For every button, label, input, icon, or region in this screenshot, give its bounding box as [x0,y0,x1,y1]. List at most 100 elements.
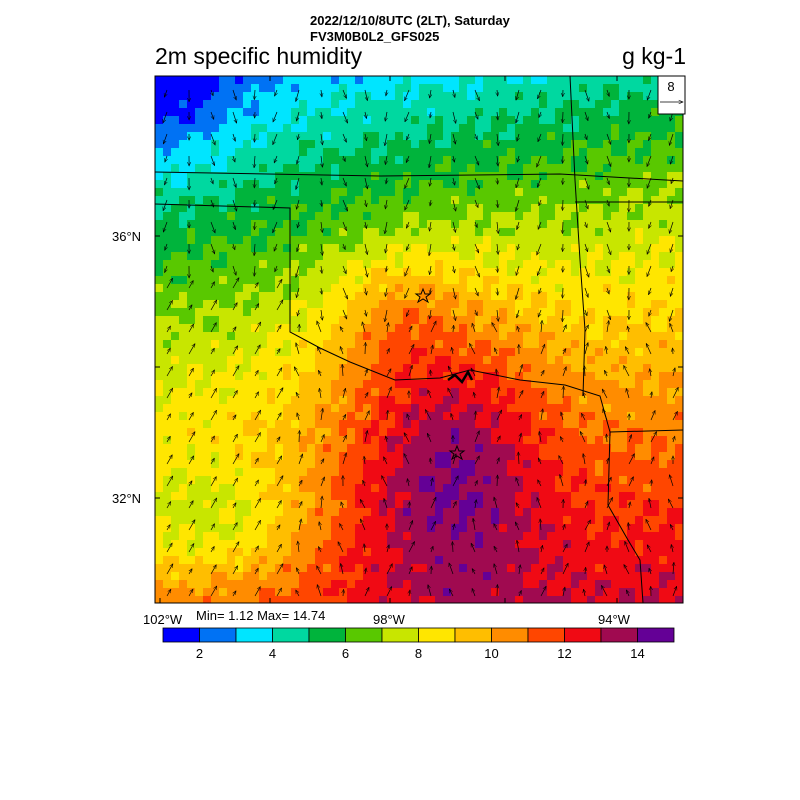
wind-vector [562,133,563,145]
wind-vector [406,309,409,317]
wind-vector [560,475,564,487]
wind-vector [474,199,478,208]
wind-vector [166,367,173,377]
wind-vector [210,565,216,575]
wind-vector [276,413,281,421]
wind-vector [606,497,613,509]
wind-vector [651,392,652,399]
wind-vector [188,281,193,289]
header-model-line: FV3M0B0L2_GFS025 [310,29,440,44]
wind-vector [365,133,367,141]
wind-vector [364,544,365,553]
wind-vector [274,155,277,163]
wind-vector [166,436,170,443]
wind-vector [210,477,216,487]
wind-vector [628,523,629,531]
wind-vector [452,476,459,487]
wind-vector [188,344,195,355]
wind-vector [584,520,591,531]
wind-vector [210,546,214,553]
wind-vector [381,476,388,487]
wind-vector [233,327,236,333]
wind-vector [318,370,321,377]
wind-vector [430,89,431,98]
wind-vector [497,111,498,120]
wind-vector [297,413,299,421]
min-max-stats: Min= 1.12 Max= 14.74 [196,608,326,623]
wind-vector [276,500,281,509]
wind-vector [277,525,280,531]
wind-vector [275,265,277,272]
wind-vector [497,458,499,465]
wind-vector [337,542,344,553]
wind-vector [562,221,563,234]
wind-vector [583,454,585,465]
wind-vector [321,287,322,294]
wind-vector [293,367,300,377]
wind-vector [494,348,497,355]
wind-vector [254,133,255,142]
wind-vector [604,370,607,377]
wind-vector [163,199,168,211]
wind-vector [585,133,587,140]
wind-vector [601,389,608,399]
wind-vector [385,155,387,165]
wind-vector [469,343,476,355]
wind-vector [452,133,456,144]
wind-vector [497,475,498,487]
wind-vector [563,587,565,597]
wind-vector [672,387,679,399]
wind-vector [232,278,239,289]
wind-vector [537,498,542,509]
wind-vector [518,452,519,465]
wind-vector [409,502,410,509]
wind-vector [408,344,415,355]
wind-vector [497,387,499,399]
wind-vector [364,155,368,167]
wind-vector [254,243,255,256]
wind-vector [166,589,171,597]
wind-vector [473,518,475,531]
wind-vector [497,133,498,146]
wind-vector [406,243,409,250]
wind-vector [210,586,217,597]
wind-vector [405,177,410,189]
wind-vector [452,454,456,465]
wind-vector [496,436,501,443]
wind-vector [321,133,323,145]
wind-vector [342,287,348,299]
wind-vector [232,542,239,553]
wind-vector [670,199,674,209]
wind-vector [364,89,367,101]
wind-vector [604,565,608,575]
wind-vector [277,437,280,443]
wind-vector [539,199,541,206]
wind-vector [321,459,325,465]
wind-vector [491,323,498,333]
wind-vector [431,546,433,553]
lon-label-102: 102°W [143,612,183,627]
wind-vector [211,177,213,184]
wind-vector [276,300,283,311]
wind-vector [406,155,409,163]
wind-vector [516,287,520,299]
wind-vector [166,564,173,575]
wind-vector [649,568,651,575]
wind-vector [211,89,213,96]
wind-vector [603,409,608,421]
wind-vector [297,155,299,164]
wind-vector [537,177,542,187]
wind-vector [649,133,652,141]
wind-vector [254,520,261,531]
wind-vector [623,366,630,377]
wind-vector [563,349,567,355]
wind-vector [447,366,454,377]
wind-vector [606,155,611,167]
wind-vector [254,283,258,289]
wind-vector [627,326,629,333]
wind-vector [517,133,519,141]
wind-vector [537,243,542,255]
wind-vector [296,177,300,190]
wind-vector [319,388,321,399]
wind-vector [363,480,365,487]
